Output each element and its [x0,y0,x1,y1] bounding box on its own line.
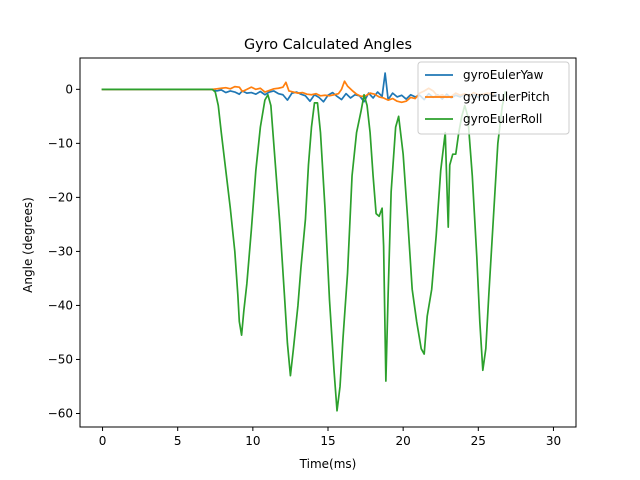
ticks-layer: 0 5 10 15 20 25 30 0 −10 −20 −30 −40 −50 −60 [48,82,561,448]
y-tick-label: −20 [48,190,73,204]
chart-title: Gyro Calculated Angles [244,37,412,53]
legend-label-gyroEulerPitch: gyroEulerPitch [463,90,550,104]
legend: gyroEulerYaw gyroEulerPitch gyroEulerRoll [417,61,570,135]
y-tick-label: −50 [48,352,73,366]
legend-label-gyroEulerRoll: gyroEulerRoll [463,112,542,126]
x-tick-label: 5 [174,434,182,448]
x-tick-label: 10 [245,434,260,448]
x-tick-label: 0 [99,434,107,448]
x-tick-label: 30 [546,434,561,448]
x-axis-label: Time(ms) [299,457,357,471]
y-tick-label: −40 [48,298,73,312]
y-tick-label: −30 [48,244,73,258]
x-tick-label: 25 [471,434,486,448]
y-axis-label: Angle (degrees) [21,197,35,293]
x-tick-label: 20 [396,434,411,448]
y-tick-label: −60 [48,406,73,420]
series-line-gyroEulerRoll [101,88,507,412]
legend-label-gyroEulerYaw: gyroEulerYaw [463,68,544,82]
y-tick-label: 0 [65,82,73,96]
y-tick-label: −10 [48,136,73,150]
legend-box [417,61,570,135]
x-tick-label: 15 [320,434,335,448]
